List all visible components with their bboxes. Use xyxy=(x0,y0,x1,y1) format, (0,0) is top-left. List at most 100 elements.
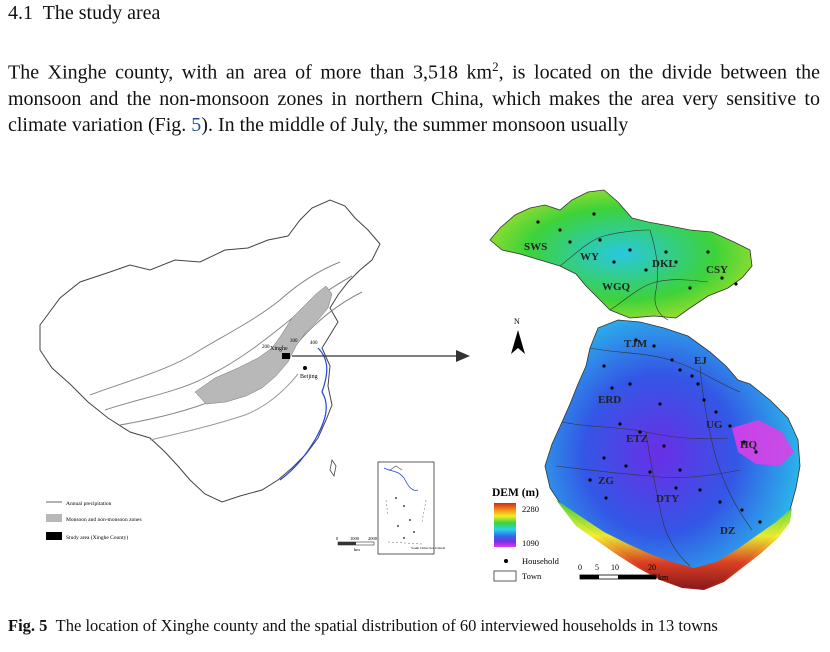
section-title: The study area xyxy=(42,2,161,24)
paragraph-text-3: ). In the middle of July, the summer mon… xyxy=(201,113,629,136)
household-point xyxy=(688,286,692,290)
county-east-basin xyxy=(732,420,794,466)
household-point xyxy=(702,398,706,402)
north-arrow: N xyxy=(511,317,525,354)
household-point xyxy=(598,238,602,242)
household-point xyxy=(624,464,628,468)
section-heading: 4.1 The study area xyxy=(8,2,160,25)
figure-graphic: Xinghe Beijing 200 300 400 Annual precip… xyxy=(39,189,801,590)
household-point xyxy=(610,386,614,390)
dem-color-ramp xyxy=(494,503,516,547)
household-point xyxy=(664,250,668,254)
town-label-erd: ERD xyxy=(598,394,621,406)
town-label-ej: EJ xyxy=(694,355,707,367)
china-scale-bar: 0 1000 2000 km xyxy=(336,536,378,552)
figure-5: Xinghe Beijing 200 300 400 Annual precip… xyxy=(0,170,830,600)
callout-arrowhead xyxy=(456,350,470,362)
town-boundary xyxy=(649,229,669,321)
taiwan-island xyxy=(329,458,337,478)
town-boundary xyxy=(609,279,709,311)
household-point xyxy=(602,364,606,368)
dem-legend-title: DEM (m) xyxy=(492,487,539,499)
household-point xyxy=(652,344,656,348)
isohyet-label: 300 xyxy=(290,339,298,344)
scale-tick: 0 xyxy=(336,536,339,541)
household-point xyxy=(612,260,616,264)
town-boundary xyxy=(589,347,741,393)
legend-annual-precipitation: Annual precipitation xyxy=(66,501,112,507)
coastline xyxy=(279,347,328,481)
county-dem-map: SWS WY DKL CSY WGQ TJM EJ ERD UG HQ ETZ … xyxy=(489,189,801,590)
household-point xyxy=(648,470,652,474)
town-label-ug: UG xyxy=(706,419,723,431)
beijing-marker xyxy=(303,366,307,370)
household-point xyxy=(618,422,622,426)
town-label-dz: DZ xyxy=(720,525,735,537)
legend-black-symbol xyxy=(46,532,62,540)
household-point xyxy=(678,468,682,472)
legend-study-area: Study area (Xinghe County) xyxy=(66,534,128,541)
town-label-wy: WY xyxy=(580,251,599,263)
caption-text: The location of Xinghe county and the sp… xyxy=(55,616,718,635)
isohyet-label: 400 xyxy=(310,341,318,346)
household-point xyxy=(674,260,678,264)
household-point xyxy=(558,228,562,232)
household-point xyxy=(588,478,592,482)
county-north-region xyxy=(489,189,753,319)
household-point xyxy=(638,430,642,434)
scale-tick: 0 xyxy=(578,563,582,572)
household-point xyxy=(740,508,744,512)
beijing-label: Beijing xyxy=(300,374,318,380)
south-china-sea-inset: South China Sea Islands xyxy=(377,461,446,555)
scale-tick: 1000 xyxy=(350,536,360,541)
paragraph-text-2: , is located on the divide between the m… xyxy=(8,61,820,136)
scale-tick: 5 xyxy=(595,563,599,572)
town-boundary xyxy=(699,365,753,531)
town-label-dkl: DKL xyxy=(652,258,676,270)
household-point xyxy=(734,282,738,286)
town-label-csy: CSY xyxy=(706,264,728,276)
scale-tick: 10 xyxy=(611,563,619,572)
caption-label: Fig. 5 xyxy=(8,616,48,635)
household-point xyxy=(718,500,722,504)
household-point xyxy=(698,488,702,492)
town-label-sws: SWS xyxy=(524,241,547,253)
body-paragraph: The Xinghe county, with an area of more … xyxy=(8,54,820,138)
dem-max-label: 2280 xyxy=(522,504,539,514)
household-point xyxy=(674,486,678,490)
north-arrow-label: N xyxy=(514,317,520,326)
town-label-wgq: WGQ xyxy=(602,281,631,293)
household-point xyxy=(714,410,718,414)
household-point xyxy=(604,496,608,500)
legend-gray-symbol xyxy=(46,514,62,522)
household-point xyxy=(754,450,758,454)
monsoon-transition-zone xyxy=(194,285,333,405)
scale-tick: 20 xyxy=(648,563,656,572)
household-point xyxy=(628,248,632,252)
isohyet-line xyxy=(149,373,299,441)
scale-unit: km xyxy=(658,573,669,582)
household-point xyxy=(670,358,674,362)
legend-monsoon-zones: Monsoon and non-monsoon zones xyxy=(66,517,142,523)
household-point xyxy=(706,250,710,254)
household-point xyxy=(696,382,700,386)
household-point xyxy=(690,374,694,378)
household-point xyxy=(728,424,732,428)
figure-reference-link[interactable]: 5 xyxy=(191,113,202,136)
scale-tick: 2000 xyxy=(368,536,378,541)
isohyet-line xyxy=(89,261,341,396)
section-number: 4.1 xyxy=(8,2,33,24)
china-map-legend: Annual precipitation Monsoon and non-mon… xyxy=(46,501,142,541)
household-point xyxy=(628,382,632,386)
town-label-dty: DTY xyxy=(656,493,679,505)
china-outline xyxy=(39,199,381,503)
household-point xyxy=(644,268,648,272)
figure-caption: Fig. 5 The location of Xinghe county and… xyxy=(8,616,718,636)
dem-legend: DEM (m) 2280 1090 Household Town xyxy=(492,487,560,582)
household-legend-symbol xyxy=(504,559,508,563)
xinghe-label: Xinghe xyxy=(270,346,288,352)
county-scale-bar: 0 5 10 20 km xyxy=(578,563,669,582)
county-southern-mountains xyxy=(556,500,792,590)
town-label-hq: HQ xyxy=(740,439,758,451)
household-point xyxy=(720,276,724,280)
